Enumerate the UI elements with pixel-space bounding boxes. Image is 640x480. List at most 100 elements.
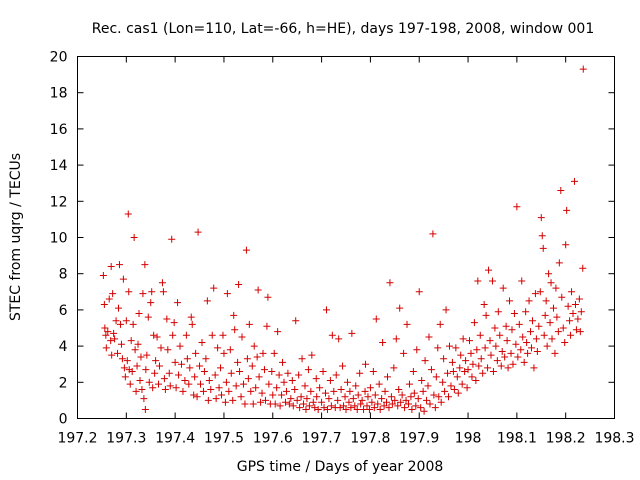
data-point [143, 351, 151, 359]
x-tick-label: 197.2 [57, 431, 97, 447]
data-point [170, 319, 178, 327]
data-point [261, 396, 269, 404]
data-point [271, 400, 279, 408]
data-point [295, 371, 303, 379]
data-point [454, 389, 462, 397]
x-tick-label: 198.2 [546, 431, 586, 447]
data-point [296, 404, 304, 412]
data-point [485, 266, 493, 274]
data-point [336, 404, 344, 412]
data-point [473, 346, 481, 354]
data-point [404, 400, 412, 408]
data-point [160, 375, 168, 383]
data-point [376, 405, 384, 413]
data-point [217, 364, 225, 372]
data-point [522, 308, 530, 316]
data-point [570, 177, 578, 185]
data-point [470, 319, 478, 327]
data-point [110, 329, 118, 337]
data-point [288, 376, 296, 384]
data-point [496, 331, 504, 339]
data-point [426, 400, 434, 408]
data-point [538, 232, 546, 240]
data-point [309, 398, 317, 406]
data-point [223, 290, 231, 298]
data-point [257, 398, 265, 406]
data-point [115, 261, 123, 269]
data-point [569, 310, 577, 318]
data-point [403, 320, 411, 328]
data-point [100, 300, 108, 308]
data-point [517, 346, 525, 354]
data-point [187, 313, 195, 321]
data-point [571, 300, 579, 308]
x-tick-label: 197.7 [302, 431, 342, 447]
data-point [326, 376, 334, 384]
data-point [395, 386, 403, 394]
data-point [542, 297, 550, 305]
data-point [134, 340, 142, 348]
data-point [352, 382, 360, 390]
data-point [467, 349, 475, 357]
data-point [532, 335, 540, 343]
data-point [318, 398, 326, 406]
data-point [541, 311, 549, 319]
y-tick-label: 4 [59, 339, 68, 355]
data-point [250, 342, 258, 350]
data-point [456, 364, 464, 372]
data-point [372, 315, 380, 323]
data-point [183, 355, 191, 363]
data-point [520, 358, 528, 366]
data-point [161, 386, 169, 394]
x-axis-label: GPS time / Days of year 2008 [237, 459, 444, 475]
data-point [120, 364, 128, 372]
data-point [131, 346, 139, 354]
data-point [239, 380, 247, 388]
data-point [263, 322, 271, 330]
data-point [354, 391, 362, 399]
data-point [128, 367, 136, 375]
data-point [497, 362, 505, 370]
data-point [219, 331, 227, 339]
data-point [528, 344, 536, 352]
data-point [554, 328, 562, 336]
data-point [459, 335, 467, 343]
data-point [398, 391, 406, 399]
data-point [407, 393, 415, 401]
data-point [155, 380, 163, 388]
data-point [341, 393, 349, 401]
data-point [244, 375, 252, 383]
data-point [168, 235, 176, 243]
data-point [414, 395, 422, 403]
data-point [441, 387, 449, 395]
data-point [135, 310, 143, 318]
y-tick-label: 2 [59, 375, 68, 391]
data-point [231, 326, 239, 334]
data-point [176, 342, 184, 350]
data-point [518, 277, 526, 285]
data-point [370, 404, 378, 412]
data-point [149, 384, 157, 392]
data-point [199, 387, 207, 395]
data-point [447, 382, 455, 390]
data-point [536, 288, 544, 296]
data-point [531, 290, 539, 298]
data-point [303, 395, 311, 403]
data-point [153, 333, 161, 341]
data-point [430, 391, 438, 399]
data-point [401, 404, 409, 412]
data-point [186, 364, 194, 372]
data-point [546, 319, 554, 327]
data-point [558, 293, 566, 301]
data-point [369, 367, 377, 375]
data-point [413, 346, 421, 354]
data-point [499, 284, 507, 292]
data-point [194, 228, 202, 236]
x-tick-label: 197.6 [253, 431, 293, 447]
data-point [440, 355, 448, 363]
data-point [281, 398, 289, 406]
data-point [509, 360, 517, 368]
data-point [539, 244, 547, 252]
data-point [119, 275, 127, 283]
data-point [316, 384, 324, 392]
